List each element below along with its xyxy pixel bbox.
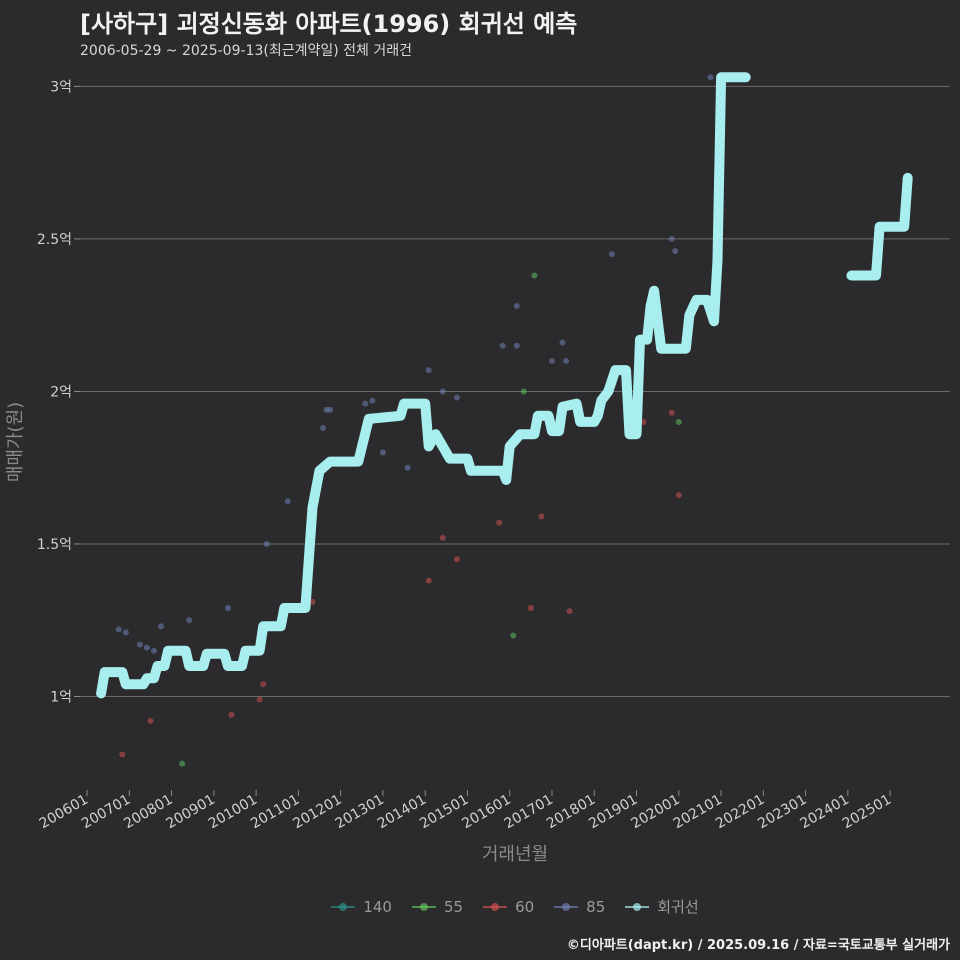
data-point-60 [538, 513, 545, 520]
credit-text: ©디아파트(dapt.kr) / 2025.09.16 / 자료=국토교통부 실… [566, 938, 950, 953]
data-point-85 [453, 394, 460, 401]
data-point-60 [668, 409, 675, 416]
legend-key-icon [554, 901, 579, 913]
data-point-85 [186, 617, 193, 624]
data-point-85 [327, 406, 334, 413]
data-point-55 [520, 388, 527, 395]
data-point-60 [496, 519, 503, 526]
data-point-60 [566, 608, 573, 615]
data-point-85 [672, 248, 679, 255]
data-point-55 [510, 632, 517, 639]
data-point-85 [369, 397, 376, 404]
regression-line [96, 72, 913, 699]
y-tick-label: 1.5억 [37, 537, 72, 553]
regression-line-segment [846, 172, 913, 281]
data-point-85 [559, 339, 566, 346]
data-point-85 [668, 235, 675, 242]
scatter-points [115, 74, 714, 767]
data-point-85 [707, 74, 714, 81]
data-point-85 [136, 641, 143, 648]
y-tick-label: 2.5억 [37, 232, 72, 248]
data-point-85 [150, 647, 157, 654]
regression-line-segment [96, 72, 751, 699]
data-point-85 [425, 367, 432, 374]
legend-key-icon [625, 901, 650, 913]
y-tick-label: 1억 [50, 689, 72, 705]
data-point-85 [439, 388, 446, 395]
data-point-60 [256, 696, 263, 703]
data-point-60 [228, 711, 235, 718]
data-point-60 [147, 717, 154, 724]
legend-key-icon [483, 901, 508, 913]
grid-lines [80, 85, 950, 697]
data-point-85 [320, 425, 327, 432]
legend-item-회귀선: 회귀선 [625, 896, 699, 917]
data-point-55 [179, 760, 186, 767]
data-point-60 [640, 418, 647, 425]
legend-key-icon [411, 901, 436, 913]
data-point-85 [513, 303, 520, 310]
chart-title: [사하구] 괴정신동화 아파트(1996) 회귀선 예측 [80, 10, 578, 38]
data-point-85 [362, 400, 369, 407]
data-point-60 [425, 577, 432, 584]
legend: 140 55 60 85 회귀선 [0, 896, 960, 917]
data-point-55 [531, 272, 538, 279]
data-point-55 [675, 418, 682, 425]
data-point-85 [608, 251, 615, 258]
x-tick-label: 202501 [840, 792, 894, 833]
data-point-85 [284, 498, 291, 505]
data-point-60 [527, 605, 534, 612]
data-point-85 [143, 644, 150, 651]
y-tick-labels: 1억 1.5억 2억 2.5억 3억 [37, 79, 80, 705]
data-point-60 [119, 751, 126, 758]
data-point-85 [499, 342, 506, 349]
data-point-85 [224, 605, 231, 612]
data-point-60 [439, 534, 446, 541]
data-point-85 [379, 449, 386, 456]
legend-label: 회귀선 [657, 898, 699, 916]
data-point-85 [158, 623, 165, 630]
x-tick-labels: 2006012007012008012009012010012011012012… [37, 790, 894, 832]
y-axis-label: 매매가(원) [5, 401, 26, 483]
x-axis-label: 거래년월 [481, 844, 549, 865]
legend-item-85: 85 [554, 896, 605, 917]
data-point-85 [122, 629, 129, 636]
y-tick-label: 2억 [50, 384, 72, 400]
data-point-85 [404, 464, 411, 471]
data-point-85 [115, 626, 122, 633]
data-point-85 [548, 357, 555, 364]
y-tick-label: 3억 [50, 79, 72, 95]
chart-subtitle: 2006-05-29 ~ 2025-09-13(최근계약일) 전체 거래건 [80, 43, 412, 59]
legend-label: 55 [443, 897, 464, 916]
legend-item-55: 55 [411, 896, 464, 917]
data-point-85 [563, 357, 570, 364]
legend-item-140: 140 [331, 896, 392, 917]
legend-label: 60 [515, 897, 535, 916]
legend-key-icon [331, 901, 356, 913]
data-point-60 [453, 556, 460, 563]
data-point-60 [675, 492, 682, 499]
legend-label: 85 [586, 897, 606, 916]
data-point-85 [263, 540, 270, 547]
data-point-85 [513, 342, 520, 349]
data-point-60 [309, 598, 316, 605]
legend-label: 140 [363, 897, 392, 916]
data-point-60 [260, 681, 267, 688]
legend-item-60: 60 [483, 896, 534, 917]
